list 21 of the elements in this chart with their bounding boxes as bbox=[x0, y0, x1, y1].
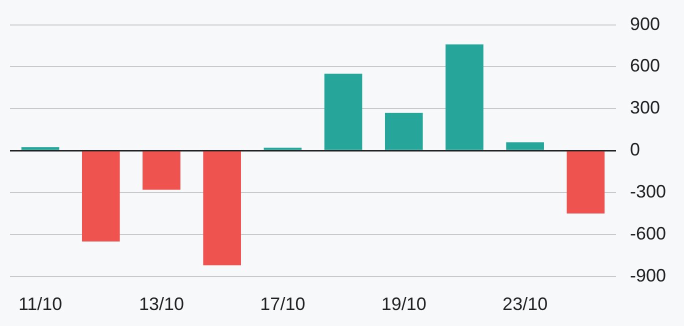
x-tick-label: 23/10 bbox=[502, 294, 548, 314]
y-tick-label: -900 bbox=[630, 265, 666, 286]
y-tick-label: 300 bbox=[630, 98, 660, 118]
y-tick-label: -300 bbox=[630, 182, 666, 202]
bar bbox=[446, 44, 484, 150]
x-tick-label: 19/10 bbox=[381, 294, 426, 314]
y-tick-label: -600 bbox=[630, 223, 666, 244]
bar bbox=[203, 151, 241, 266]
x-tick-label: 17/10 bbox=[260, 294, 306, 314]
y-tick-label: 0 bbox=[630, 140, 640, 160]
bar bbox=[324, 74, 362, 150]
bar bbox=[21, 147, 60, 150]
x-tick-label: 13/10 bbox=[138, 294, 184, 314]
x-tick-label: 11/10 bbox=[18, 294, 62, 314]
y-tick-label: 900 bbox=[630, 14, 660, 34]
bar bbox=[82, 151, 120, 242]
bar bbox=[566, 151, 605, 214]
bar bbox=[142, 151, 180, 190]
bar bbox=[506, 142, 544, 150]
y-tick-label: 600 bbox=[630, 56, 660, 76]
bar bbox=[384, 112, 423, 150]
